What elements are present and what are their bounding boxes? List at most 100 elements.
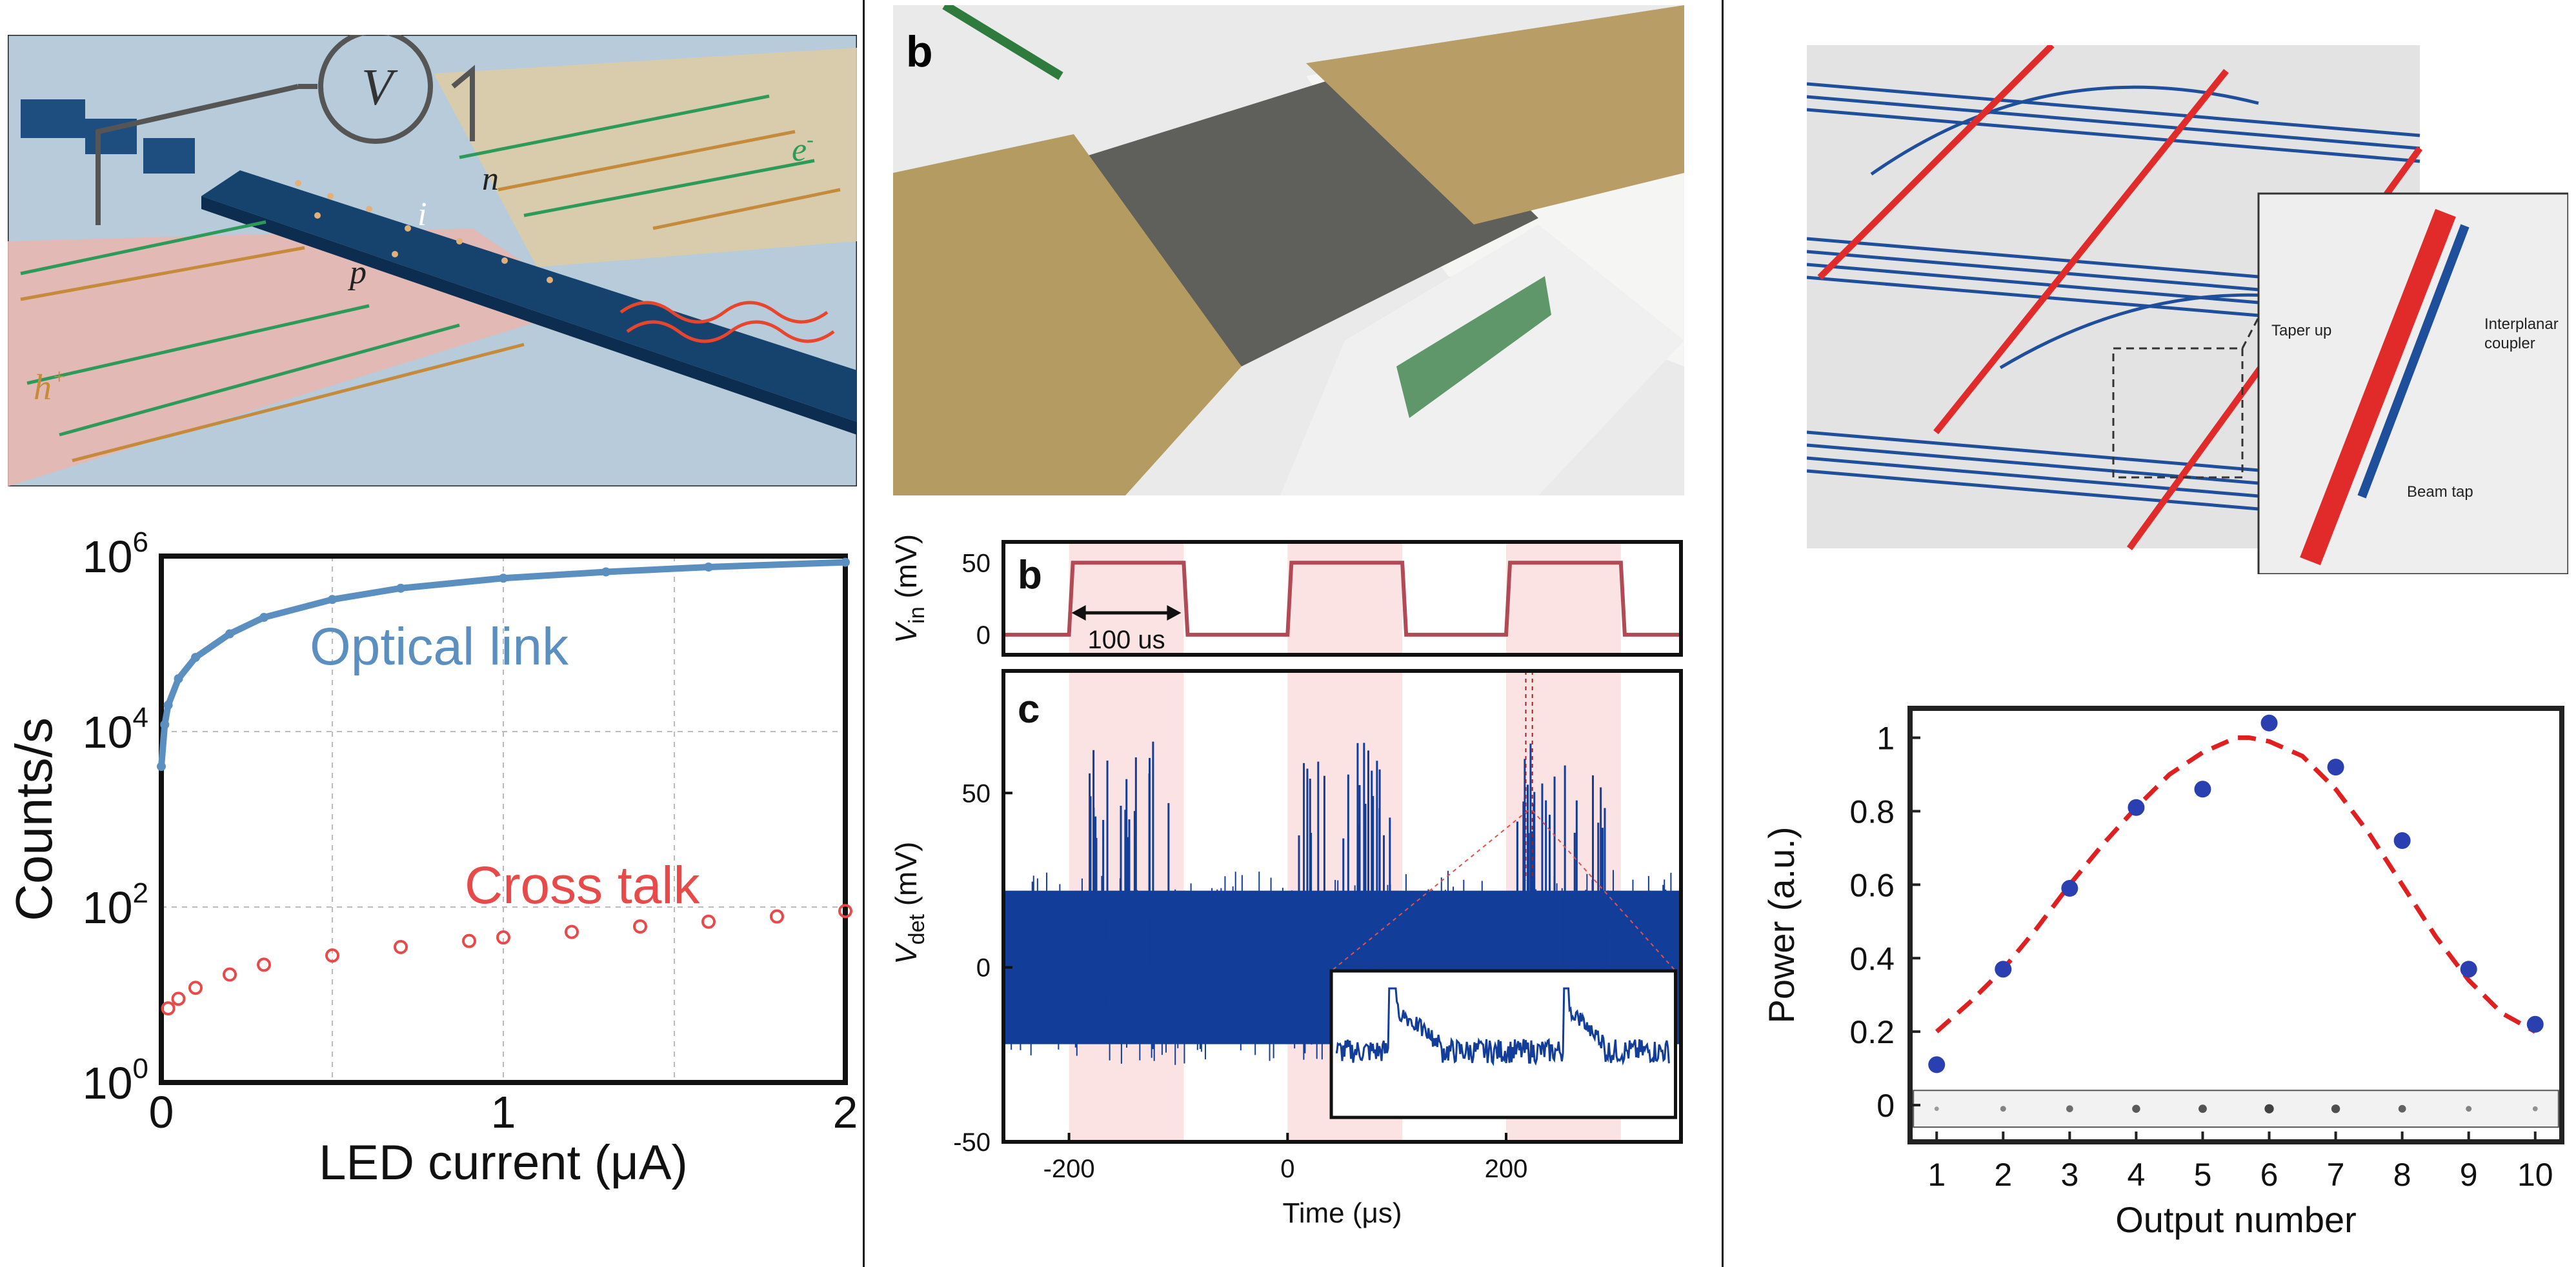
- cross-talk-point: [701, 914, 716, 929]
- cross-talk-point: [257, 957, 271, 972]
- y-tick-label: 50: [962, 779, 991, 808]
- i-region-label: i: [418, 196, 427, 233]
- y-tick-label: 0.6: [1849, 867, 1895, 903]
- photonic-waveguide-render: Taper up Interplanar coupler Beam tap: [1807, 45, 2568, 574]
- duration-annotation: 100 us: [1087, 626, 1165, 654]
- gaussian-fit-series: [1935, 735, 2537, 1034]
- y-tick-label: 50: [962, 549, 991, 577]
- pin-diode-illustration: V n i p e- h+: [8, 35, 857, 486]
- optical-link-point: [157, 762, 166, 772]
- cross-talk-point: [223, 967, 237, 982]
- y-tick-label: 102: [83, 877, 148, 933]
- x-tick-label: 0: [1280, 1155, 1294, 1183]
- power-point: [2194, 781, 2211, 798]
- x-tick-label: 0: [149, 1087, 174, 1137]
- y-tick-label: 106: [83, 526, 148, 582]
- y-tick-label: -50: [953, 1128, 991, 1157]
- output-spot: [2466, 1106, 2472, 1112]
- hole-label: h+: [34, 365, 66, 408]
- power-point: [2460, 961, 2477, 978]
- optical-link-point: [163, 701, 173, 710]
- optical-link-point: [499, 574, 508, 583]
- panel-letter-det: c: [1018, 687, 1040, 732]
- plot-frame: [1001, 669, 1683, 1144]
- y-tick-label: 0: [1877, 1088, 1895, 1124]
- power-point: [2393, 832, 2411, 850]
- y-tick-label: 0: [976, 621, 991, 650]
- n-region-label: n: [482, 161, 499, 197]
- cross-talk-point: [188, 981, 203, 995]
- output-spot: [1934, 1106, 1939, 1112]
- y-tick-label: 0: [976, 954, 991, 983]
- plot-frame: [1001, 540, 1683, 657]
- inset-label-interplanar-2: coupler: [2484, 335, 2535, 352]
- plot-frame: [1907, 706, 2564, 1144]
- led-current-chart: 0 1 2 100 102 104 106 Optical link Cross talk LED…: [5, 526, 858, 1190]
- x-tick-label: 8: [2393, 1157, 2411, 1193]
- x-tick-label: 4: [2128, 1157, 2146, 1193]
- cross-talk-point: [633, 919, 647, 934]
- cross-talk-point: [171, 992, 186, 1006]
- x-tick-label: 3: [2060, 1157, 2078, 1193]
- power-point: [2061, 880, 2078, 897]
- optical-link-point: [601, 567, 610, 577]
- input-pulse-plot: 50 0b 100 us Vin (mV): [889, 534, 1683, 657]
- output-spot: [2398, 1104, 2406, 1113]
- optical-link-point: [160, 720, 170, 730]
- x-axis-label: Output number: [2115, 1199, 2357, 1240]
- output-spot: [2331, 1104, 2340, 1113]
- voltmeter-label: V: [361, 59, 398, 116]
- detector-spikes: [1089, 741, 1606, 968]
- y-axis-label: Vdet (mV): [889, 842, 929, 964]
- output-spot: [2532, 1106, 2538, 1112]
- x-axis-label: LED current (μA): [319, 1135, 688, 1190]
- power-point: [1928, 1056, 1946, 1073]
- x-tick-label: -200: [1043, 1155, 1095, 1183]
- y-tick-label: 1: [1877, 721, 1895, 757]
- y-axis-label: Power (a.u.): [1761, 827, 1802, 1024]
- electron-label: e-: [792, 128, 814, 168]
- x-axis-label: Time (μs): [1282, 1197, 1402, 1229]
- pulse-shade: [1506, 542, 1621, 655]
- x-tick-label: 2: [1994, 1157, 2012, 1193]
- cross-talk-point: [394, 940, 408, 955]
- y-axis-label: Counts/s: [5, 717, 63, 921]
- x-tick-label: 6: [2260, 1157, 2279, 1193]
- y-tick-label: 0.8: [1849, 793, 1895, 830]
- optical-link-point: [191, 653, 200, 663]
- cross-talk-point: [161, 1001, 176, 1016]
- y-axis-label: Vin (mV): [889, 534, 929, 644]
- x-tick-label: 10: [2517, 1157, 2553, 1193]
- optical-link-point: [174, 674, 183, 684]
- optical-link-point: [225, 629, 234, 639]
- cross-talk-point: [462, 933, 476, 948]
- x-tick-label: 200: [1485, 1155, 1528, 1183]
- cross-talk-point: [565, 924, 579, 939]
- output-spot: [2066, 1105, 2073, 1113]
- x-tick-label: 7: [2327, 1157, 2345, 1193]
- x-tick-label: 1: [491, 1087, 516, 1137]
- output-spot: [2000, 1106, 2006, 1112]
- panel-letter-spad: b: [906, 27, 933, 76]
- pulse-shade: [1069, 542, 1184, 655]
- column-divider-right: [1722, 0, 1724, 1267]
- column-divider-left: [863, 0, 865, 1267]
- y-tick-label: 104: [83, 702, 148, 757]
- output-spot: [2199, 1104, 2207, 1113]
- x-tick-label: 9: [2460, 1157, 2478, 1193]
- zoom-guide: [1531, 810, 1676, 972]
- inset-label-interplanar-1: Interplanar: [2484, 315, 2559, 333]
- x-tick-label: 5: [2194, 1157, 2212, 1193]
- power-point: [2526, 1015, 2544, 1033]
- optical-link-point: [704, 562, 713, 572]
- x-tick-label: 2: [833, 1087, 858, 1137]
- output-spot: [2132, 1104, 2140, 1113]
- p-region-label: p: [347, 254, 367, 291]
- input-pulse-trace: [1003, 561, 1681, 637]
- power-point: [2260, 714, 2278, 732]
- duration-arrowhead-right: [1167, 605, 1182, 621]
- optical-link-point: [328, 595, 337, 604]
- power-point: [1995, 961, 2012, 978]
- optical-link-annotation: Optical link: [310, 617, 569, 676]
- y-tick-label: 0.2: [1849, 1014, 1895, 1050]
